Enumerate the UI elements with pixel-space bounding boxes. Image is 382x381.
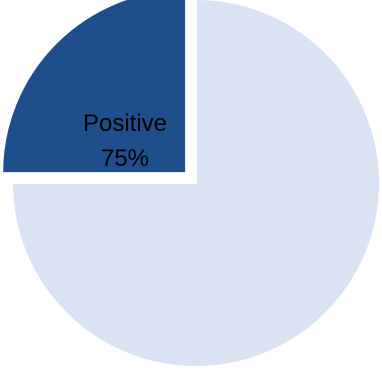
pie-labels: Positive 75% bbox=[83, 110, 167, 172]
pie-slice-positive bbox=[10, 0, 381, 368]
pie-slices bbox=[1, 0, 381, 368]
slice-label-positive: Positive bbox=[83, 110, 167, 137]
pie-slice-1 bbox=[1, 0, 188, 175]
slice-value-label-positive: 75% bbox=[101, 145, 149, 172]
